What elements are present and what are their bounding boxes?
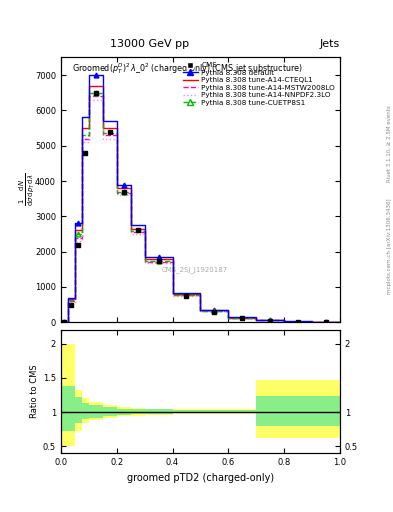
- Y-axis label: Ratio to CMS: Ratio to CMS: [30, 365, 39, 418]
- Text: CMS_2SJ_J1920187: CMS_2SJ_J1920187: [162, 266, 228, 273]
- Text: Jets: Jets: [320, 38, 340, 49]
- Text: $\frac{1}{\mathrm{d}\sigma}\frac{\mathrm{d}N}{\mathrm{d}p_T\,\mathrm{d}\lambda}$: $\frac{1}{\mathrm{d}\sigma}\frac{\mathrm…: [18, 173, 37, 206]
- Legend: CMS, Pythia 8.308 default, Pythia 8.308 tune-A14-CTEQL1, Pythia 8.308 tune-A14-M: CMS, Pythia 8.308 default, Pythia 8.308 …: [182, 61, 336, 108]
- X-axis label: groomed pTD2 (charged-only): groomed pTD2 (charged-only): [127, 473, 274, 482]
- Text: mcplots.cern.ch [arXiv:1306.3436]: mcplots.cern.ch [arXiv:1306.3436]: [387, 198, 392, 293]
- Text: Groomed$(p_T^D)^2\,\lambda\_0^2$ (charged only) (CMS jet substructure): Groomed$(p_T^D)^2\,\lambda\_0^2$ (charge…: [72, 61, 303, 76]
- Text: 13000 GeV pp: 13000 GeV pp: [110, 38, 189, 49]
- Text: Rivet 3.1.10, ≥ 2.5M events: Rivet 3.1.10, ≥ 2.5M events: [387, 105, 392, 182]
